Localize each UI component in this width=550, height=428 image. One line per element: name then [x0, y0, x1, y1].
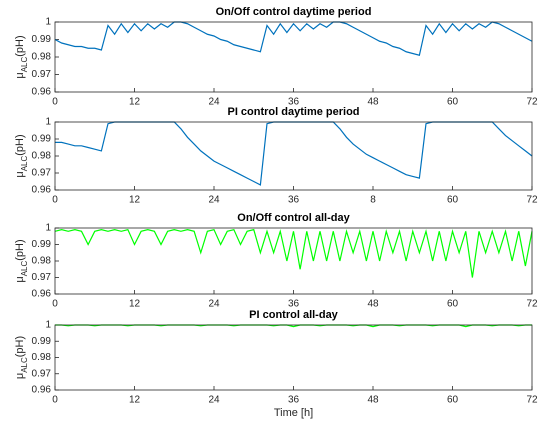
y-label-unit: (pH)	[14, 336, 26, 357]
x-tick-label: 24	[208, 97, 220, 108]
y-tick-label: 1	[45, 223, 51, 234]
subplot-title: On/Off control all-day	[237, 212, 350, 224]
y-tick-label: 0.99	[32, 239, 52, 250]
y-label-unit: (pH)	[14, 134, 26, 155]
x-tick-label: 72	[526, 395, 538, 406]
y-axis-label: μALC(pH)	[14, 35, 29, 78]
x-tick-label: 8	[370, 195, 376, 206]
x-tick-label: 24	[208, 395, 220, 406]
subplot-title: On/Off control daytime period	[216, 6, 372, 18]
y-tick-label: 0.97	[32, 168, 52, 179]
y-tick-label: 0.97	[32, 272, 52, 283]
x-tick-label: 12	[129, 299, 141, 310]
x-tick-label: 36	[288, 97, 300, 108]
y-tick-label: 0.98	[32, 352, 52, 363]
x-tick-label: 12	[129, 395, 141, 406]
y-label-subscript: ALC	[20, 357, 29, 373]
y-tick-label: 0.97	[32, 69, 52, 80]
y-label-unit: (pH)	[14, 35, 26, 56]
axes-box	[54, 121, 533, 191]
y-tick-label: 0.97	[32, 368, 52, 379]
y-tick-label: 0.98	[32, 256, 52, 267]
y-label-subscript: ALC	[20, 156, 29, 172]
x-tick-label: 60	[447, 97, 459, 108]
y-label-symbol: μ	[14, 373, 26, 379]
x-tick-label: 36	[288, 395, 300, 406]
subplot: On/Off control daytime period 0.96 0.97 0.9…	[14, 6, 538, 108]
y-label-unit: (pH)	[14, 239, 26, 260]
x-tick-label: 12	[129, 195, 141, 206]
y-tick-label: 0.99	[32, 336, 52, 347]
subplot: PI control daytime period 0.96 0.97 0.98 0.9…	[14, 106, 538, 206]
x-tick-label: 0	[52, 97, 58, 108]
x-tick-label: 24	[208, 299, 220, 310]
subplot-title: PI control all-day	[249, 309, 339, 321]
y-tick-label: 1	[45, 320, 51, 331]
x-tick-label: 72	[526, 97, 538, 108]
y-label-symbol: μ	[14, 276, 26, 282]
axes-box	[54, 21, 533, 93]
y-label-symbol: μ	[14, 171, 26, 177]
x-tick-label: 48	[367, 97, 379, 108]
x-tick-label: 36	[288, 299, 300, 310]
x-tick-label: 24	[208, 195, 220, 206]
y-axis-label: μALC(pH)	[14, 336, 29, 379]
x-tick-label: 0	[52, 395, 58, 406]
y-tick-label: 0.96	[32, 385, 52, 396]
axes-box	[54, 227, 533, 295]
x-tick-label: 48	[367, 395, 379, 406]
data-line	[54, 228, 533, 278]
data-line	[54, 21, 533, 56]
x-tick-label: 60	[447, 395, 459, 406]
y-label-symbol: μ	[14, 72, 26, 78]
y-tick-label: 0.96	[32, 87, 52, 98]
x-axis-label: Time [h]	[274, 407, 313, 419]
x-tick-label: 0	[52, 299, 58, 310]
subplot-title: PI control daytime period	[227, 106, 359, 118]
y-tick-label: 0.99	[32, 34, 52, 45]
y-tick-label: 0.96	[32, 185, 52, 196]
x-tick-label: 48	[367, 299, 379, 310]
x-tick-label: 12	[129, 97, 141, 108]
y-tick-label: 1	[45, 17, 51, 28]
axes-box	[54, 324, 533, 391]
y-tick-label: 0.96	[32, 289, 52, 300]
x-tick-label: 72	[526, 195, 538, 206]
subplot: On/Off control all-day 0.96 0.97 0.98 0.99 1 0…	[14, 212, 538, 310]
y-tick-label: 1	[45, 117, 51, 128]
x-tick-label: 72	[526, 299, 538, 310]
y-tick-label: 0.98	[32, 52, 52, 63]
y-label-subscript: ALC	[20, 261, 29, 277]
subplot: PI control all-day 0.96 0.97 0.98 0.99 1 0 12 24…	[14, 309, 538, 419]
y-tick-label: 0.98	[32, 151, 52, 162]
x-tick-label: 60	[447, 299, 459, 310]
x-tick-label: 60	[447, 195, 459, 206]
x-tick-label: 36	[288, 195, 300, 206]
x-tick-label: 0	[52, 195, 58, 206]
y-label-subscript: ALC	[20, 57, 29, 73]
y-tick-label: 0.99	[32, 134, 52, 145]
data-line	[55, 121, 533, 186]
y-axis-label: μALC(pH)	[14, 239, 29, 282]
y-axis-label: μALC(pH)	[14, 134, 29, 177]
